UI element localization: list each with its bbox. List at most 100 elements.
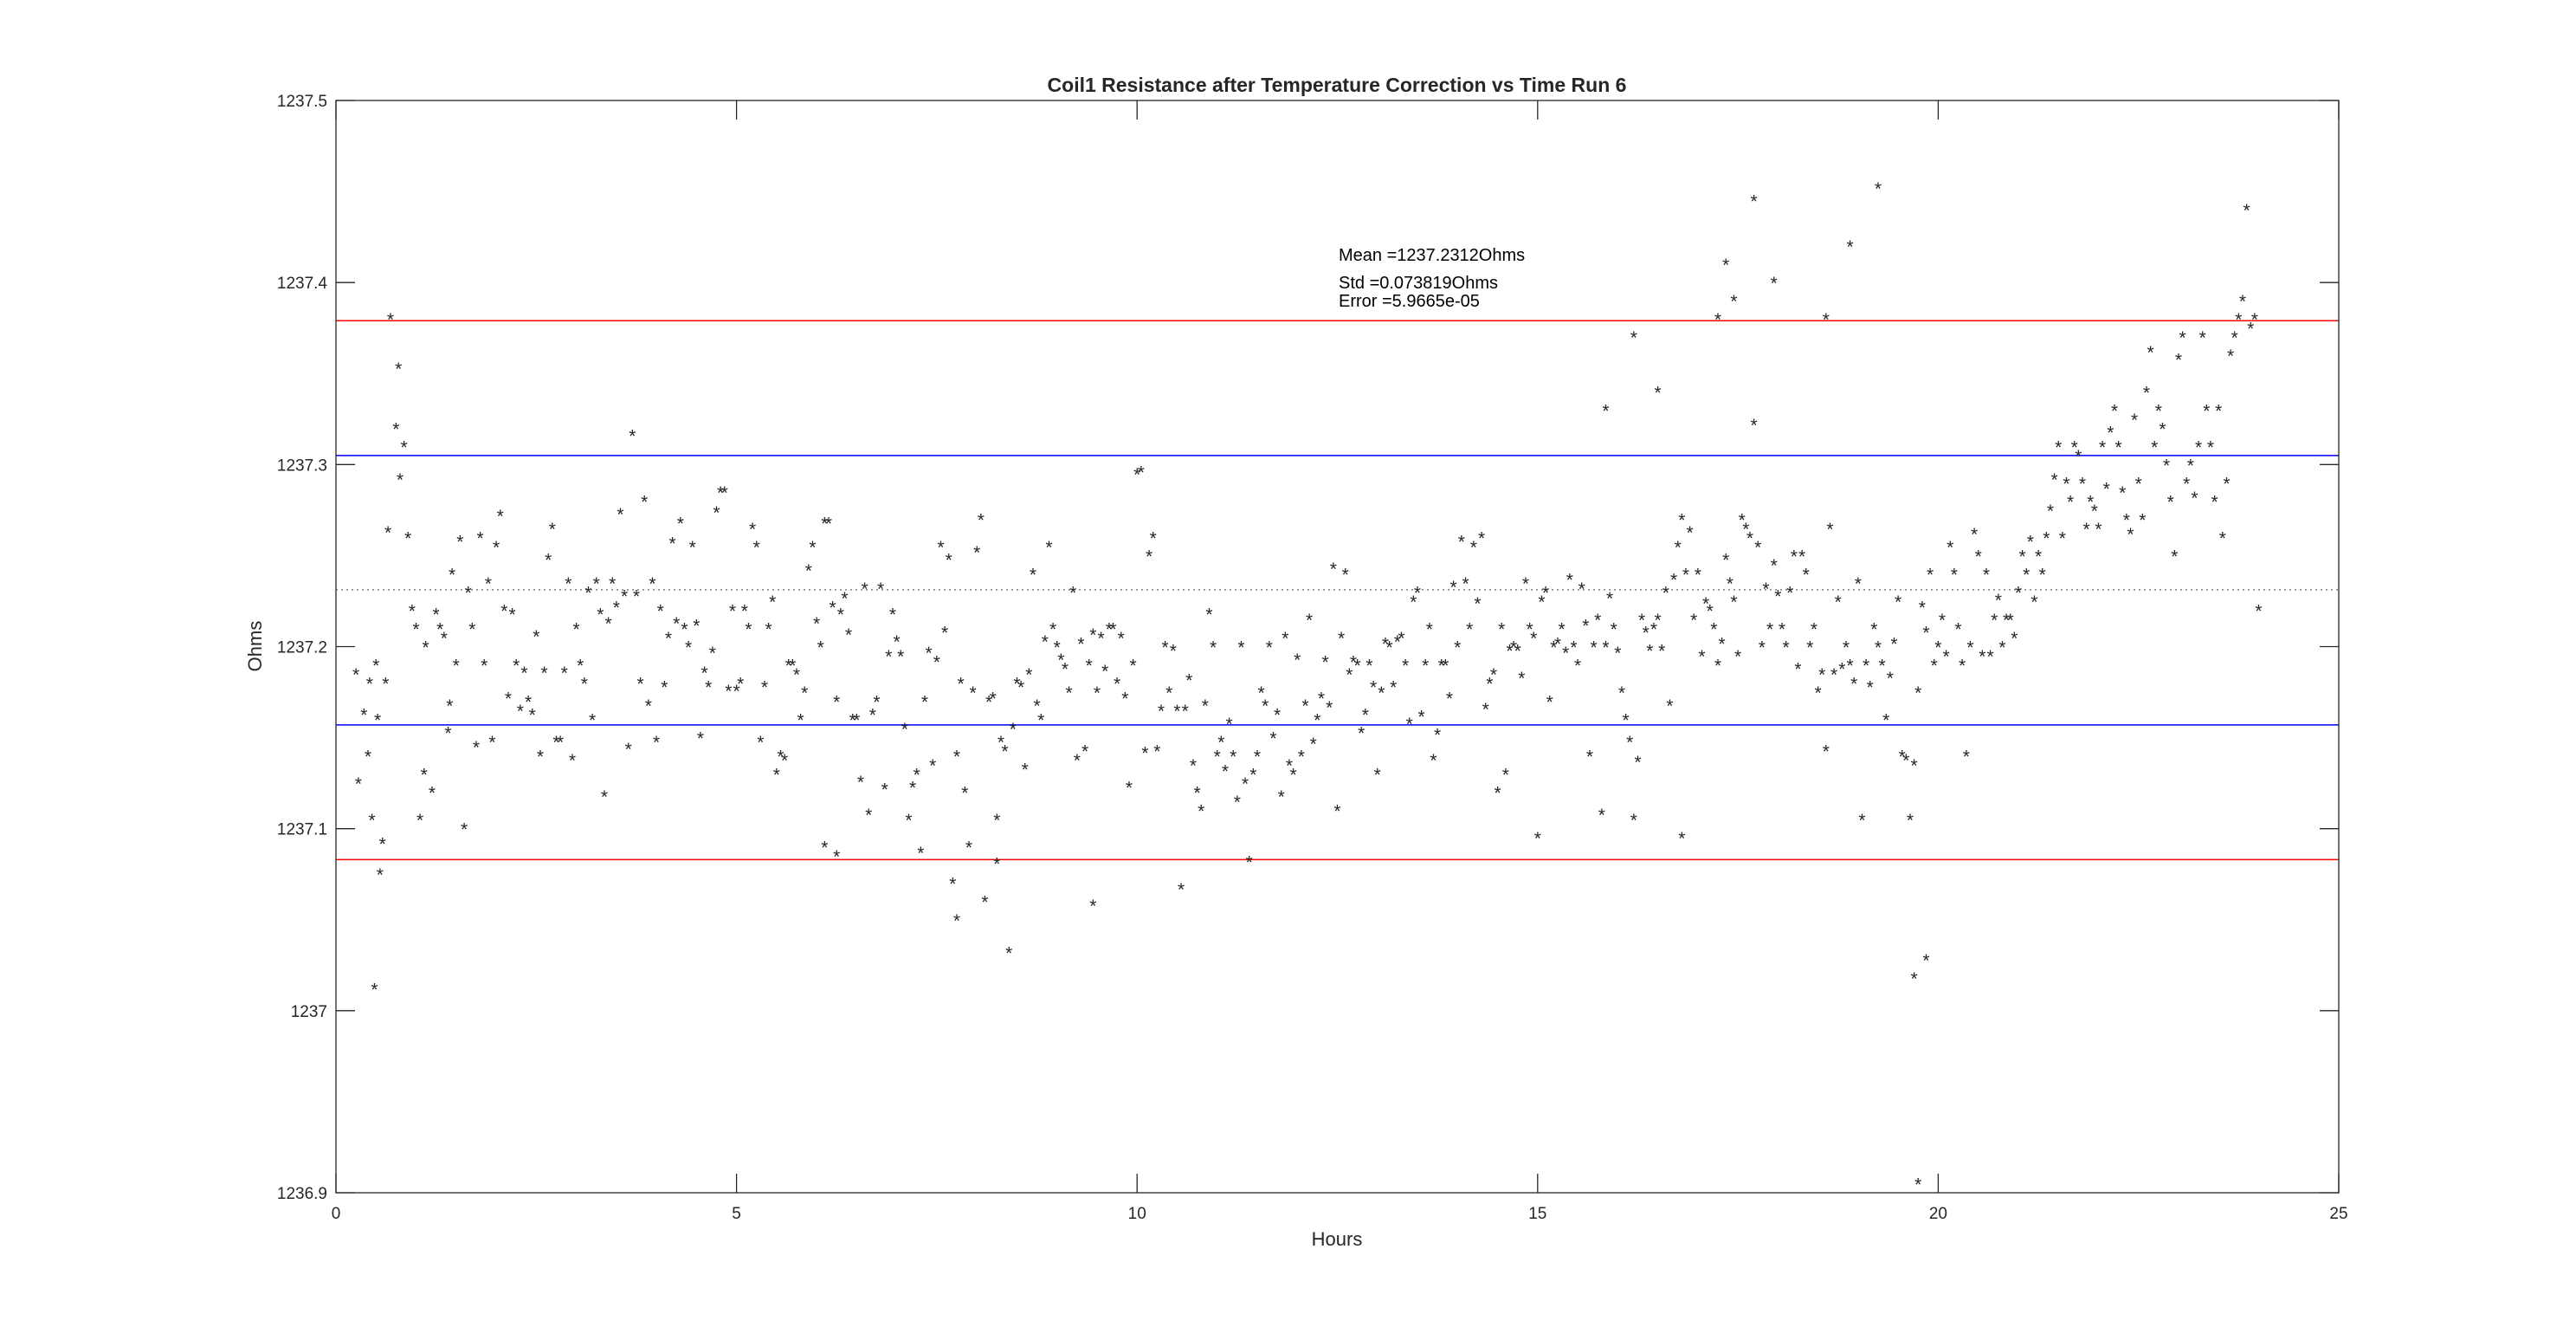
data-point: * — [1205, 605, 1212, 625]
data-point: * — [589, 711, 596, 731]
data-point: * — [1719, 634, 1726, 654]
data-point: * — [1430, 751, 1436, 771]
data-point: * — [1838, 660, 1845, 680]
data-point: * — [409, 601, 416, 621]
data-point: * — [745, 619, 752, 639]
data-point: * — [1354, 657, 1361, 676]
data-point: * — [2114, 437, 2121, 457]
data-point: * — [377, 865, 384, 885]
data-point: * — [901, 720, 908, 740]
data-point: * — [1986, 647, 1993, 667]
data-point: * — [1045, 538, 1052, 558]
data-point: * — [1902, 751, 1909, 771]
data-point: * — [617, 505, 623, 525]
data-point: * — [529, 705, 536, 725]
data-point: * — [572, 619, 579, 639]
data-point: * — [813, 614, 820, 634]
data-point: * — [1494, 784, 1501, 804]
data-point: * — [1690, 611, 1697, 631]
data-point: * — [444, 723, 451, 743]
data-point: * — [1742, 520, 1749, 540]
data-point: * — [1806, 638, 1813, 658]
data-point: * — [1751, 192, 1758, 212]
data-point: * — [421, 766, 428, 786]
data-point: * — [1574, 657, 1581, 676]
x-tick-label: 15 — [1528, 1205, 1546, 1223]
data-point: * — [416, 811, 423, 831]
data-point: * — [1161, 638, 1168, 658]
data-point: * — [825, 515, 832, 534]
data-point: * — [1590, 638, 1597, 658]
data-point: * — [2207, 437, 2214, 457]
data-point: * — [697, 729, 704, 749]
data-point: * — [881, 780, 888, 799]
data-point: * — [2187, 456, 2194, 476]
data-point: * — [1210, 638, 1217, 658]
data-point: * — [1558, 619, 1565, 639]
data-point: * — [1370, 678, 1377, 698]
data-point: * — [1178, 880, 1185, 900]
data-point: * — [2023, 565, 2030, 585]
data-point: * — [1190, 756, 1197, 776]
data-point: * — [1858, 811, 1865, 831]
data-point: * — [401, 437, 408, 457]
data-point: * — [581, 675, 588, 695]
data-point: * — [841, 589, 848, 609]
data-point: * — [2255, 601, 2262, 621]
data-point: * — [561, 664, 568, 683]
data-point: * — [926, 644, 933, 664]
data-point: * — [1850, 675, 1857, 695]
data-point: * — [1586, 748, 1593, 767]
data-point: * — [1042, 632, 1049, 652]
data-point: * — [1077, 634, 1084, 654]
data-point: * — [604, 614, 611, 634]
data-point: * — [693, 616, 700, 636]
data-point: * — [493, 538, 500, 558]
data-point: * — [1114, 675, 1120, 695]
data-point: * — [533, 627, 539, 647]
data-point: * — [1414, 583, 1421, 603]
data-point: * — [821, 515, 828, 534]
data-point: * — [953, 911, 960, 931]
data-point: * — [1065, 683, 1072, 703]
data-point: * — [873, 693, 880, 713]
y-tick-label: 1236.9 — [277, 1185, 327, 1203]
data-point: * — [1546, 693, 1553, 713]
data-point: * — [525, 693, 532, 713]
data-point: * — [733, 682, 740, 702]
data-point: * — [1643, 624, 1650, 644]
data-point: * — [584, 583, 591, 603]
data-point: * — [1017, 678, 1024, 698]
data-point: * — [705, 678, 712, 698]
data-point: * — [549, 520, 556, 540]
data-point: * — [1654, 611, 1661, 631]
data-point: * — [1826, 520, 1833, 540]
data-point: * — [1922, 624, 1929, 644]
chart-title: Coil1 Resistance after Temperature Corre… — [1048, 74, 1627, 96]
data-point: * — [2111, 401, 2118, 421]
data-point: * — [1118, 629, 1125, 649]
data-point: * — [2079, 474, 2086, 494]
data-point: * — [801, 683, 808, 703]
data-point: * — [436, 619, 443, 639]
data-point: * — [1830, 665, 1837, 685]
data-point: * — [441, 629, 448, 649]
data-point: * — [1326, 698, 1333, 718]
data-point: * — [1502, 766, 1509, 786]
data-point: * — [2063, 474, 2069, 494]
annotation-mean: Mean =1237.2312Ohms — [1339, 246, 1525, 265]
data-point: * — [1466, 619, 1473, 639]
data-point: * — [2082, 520, 2089, 540]
data-point: * — [1049, 619, 1056, 639]
data-point: * — [1646, 642, 1653, 662]
data-point: * — [709, 644, 716, 664]
data-point: * — [1823, 741, 1830, 761]
data-point: * — [1198, 802, 1204, 822]
y-axis-ticks: 1236.9 1237 1237.1 1237.2 1237.3 1237.4 1237.5 — [277, 93, 2339, 1203]
data-point: * — [1037, 711, 1044, 731]
data-point: * — [2147, 343, 2153, 363]
data-point: * — [1771, 556, 1778, 576]
data-point: * — [593, 574, 600, 594]
data-point: * — [497, 507, 504, 527]
data-point: * — [2251, 310, 2258, 330]
